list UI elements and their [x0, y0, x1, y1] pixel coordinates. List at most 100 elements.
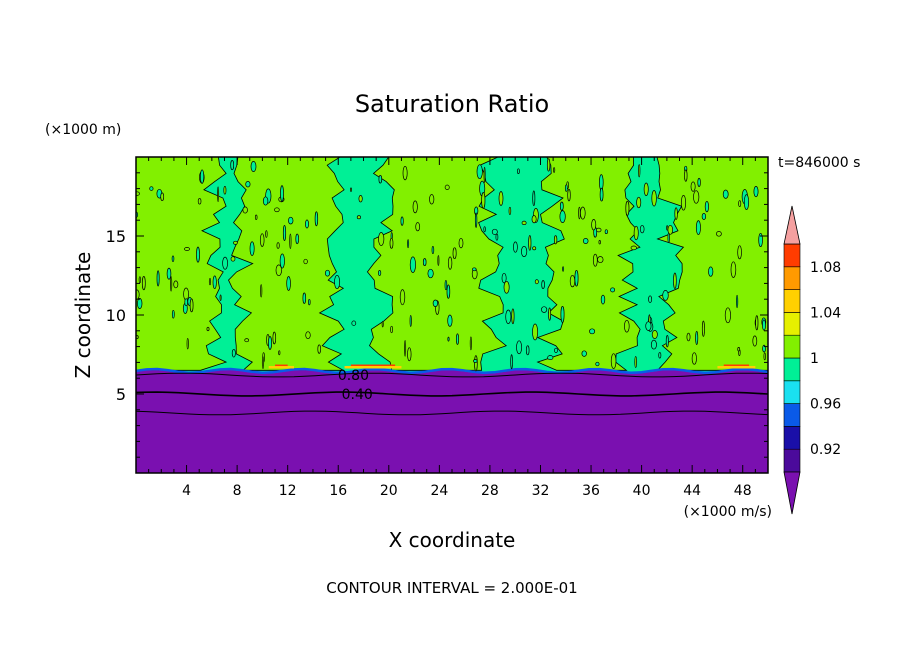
contour-blob	[452, 247, 457, 260]
contour-blob	[600, 294, 606, 305]
contour-blob	[274, 207, 280, 213]
contour-blob	[743, 194, 750, 210]
contour-blob	[501, 272, 507, 284]
colorbar: 0.92 0.96 1 1.04 1.08	[783, 205, 841, 515]
contour-blob	[305, 219, 309, 229]
contour-blob	[730, 261, 737, 278]
contour-blob	[639, 224, 645, 234]
contour-blob	[302, 292, 307, 304]
contour-blob	[559, 210, 566, 223]
contour-blob	[184, 247, 190, 251]
y-axis-label: Z coordinate	[71, 252, 95, 379]
cloud-base-band	[136, 367, 768, 375]
plot-area	[136, 157, 768, 473]
contour-blob	[308, 298, 311, 306]
chart-title: Saturation Ratio	[355, 90, 549, 118]
contour-blob	[222, 256, 228, 270]
contour-blob	[554, 347, 558, 353]
contour-blob	[532, 246, 537, 251]
contour-blob	[324, 269, 331, 277]
contour-blob	[658, 352, 662, 359]
x-tick-label: 32	[532, 483, 550, 499]
contour-blob	[483, 226, 486, 233]
contour-interval-note: CONTOUR INTERVAL = 2.000E-01	[326, 579, 577, 597]
contour-blob	[378, 270, 382, 276]
contour-blob	[508, 206, 512, 215]
contour-blob	[276, 242, 280, 249]
contour-blob	[701, 320, 705, 337]
contour-blob	[569, 274, 576, 288]
contour-blob	[541, 306, 548, 313]
contour-blob	[755, 315, 759, 331]
contour-blob	[534, 279, 539, 285]
colorbar-swatch	[783, 403, 801, 427]
contour-blob	[758, 232, 763, 248]
contour-blob	[447, 256, 453, 270]
contour-blob	[481, 192, 486, 209]
contour-blob	[350, 187, 352, 192]
contour-blob	[231, 348, 236, 358]
x-tick-label: 28	[481, 483, 499, 499]
contour-blob	[444, 184, 450, 190]
contour-blob	[680, 195, 687, 211]
contour-blob	[208, 277, 212, 286]
contour-blob	[531, 215, 537, 224]
x-tick-label: 8	[233, 483, 242, 499]
contour-blob	[197, 198, 202, 205]
contour-blob	[303, 258, 308, 265]
contour-blob	[541, 280, 545, 290]
contour-blob	[378, 174, 383, 184]
contour-blob	[578, 206, 581, 220]
contour-blob	[378, 232, 385, 246]
contour-blob	[412, 200, 418, 214]
contour-blob	[233, 240, 238, 245]
contour-blob	[666, 225, 669, 231]
contour-blob	[407, 239, 410, 249]
colorbar-swatch	[783, 448, 801, 473]
contour-blob	[166, 267, 172, 280]
contour-blob	[724, 307, 731, 324]
contour-blob	[156, 270, 160, 287]
contour-blob	[217, 186, 220, 202]
supersaturated-column	[536, 157, 641, 371]
colorbar-over-arrow	[783, 205, 801, 245]
contour-blob	[173, 280, 179, 289]
contour-blob	[505, 309, 512, 324]
contour-blob	[200, 169, 205, 184]
contour-blob	[230, 256, 236, 262]
contour-blob	[722, 189, 729, 199]
contour-blob	[634, 356, 637, 368]
contour-blob	[446, 284, 451, 299]
contour-blob	[278, 350, 281, 356]
contour-blob	[548, 307, 552, 321]
contour-blob	[532, 323, 539, 341]
contour-blob	[553, 167, 556, 173]
supersaturated-column	[656, 157, 768, 371]
contour-blob	[317, 344, 321, 354]
x-tick-label: 12	[279, 483, 297, 499]
contour-label: 0.80	[338, 368, 369, 384]
contour-blob	[591, 219, 597, 231]
y-unit-label: (×1000 m)	[45, 122, 121, 138]
contour-blob	[510, 354, 513, 370]
colorbar-swatch	[783, 357, 801, 382]
contour-blob	[305, 331, 311, 340]
contour-blob	[763, 352, 766, 361]
contour-blob	[610, 353, 617, 369]
contour-blob	[404, 340, 407, 357]
contour-blob	[399, 289, 406, 306]
contour-blob	[589, 328, 596, 335]
contour-blob	[334, 274, 341, 290]
contour-blob	[643, 182, 649, 196]
contour-blob	[474, 355, 478, 372]
contour-blob	[356, 215, 361, 220]
contour-blob	[667, 232, 670, 243]
contour-blob	[528, 235, 532, 251]
contour-blob	[473, 359, 478, 363]
contour-labels: 0.80 0.40	[338, 368, 373, 403]
contour-blob	[560, 306, 565, 323]
contour-blob	[693, 190, 700, 204]
x-tick-label: 36	[582, 483, 600, 499]
